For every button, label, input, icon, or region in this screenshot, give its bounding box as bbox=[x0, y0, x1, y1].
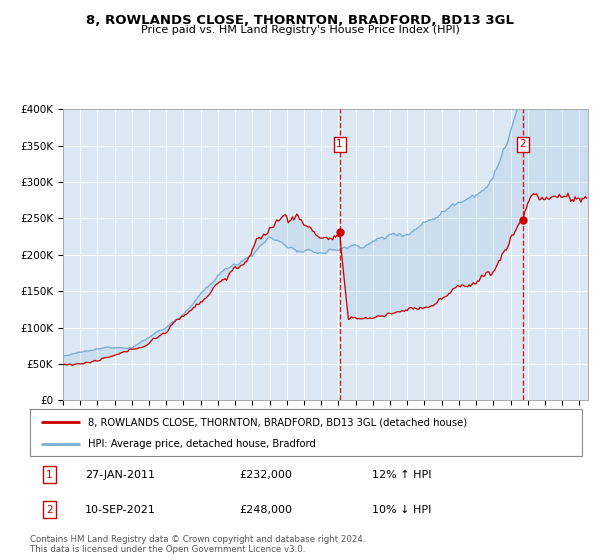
Text: 1: 1 bbox=[337, 139, 343, 149]
Text: 27-JAN-2011: 27-JAN-2011 bbox=[85, 470, 155, 479]
Text: Contains HM Land Registry data © Crown copyright and database right 2024.
This d: Contains HM Land Registry data © Crown c… bbox=[30, 535, 365, 554]
Text: 1: 1 bbox=[46, 470, 53, 479]
Text: 8, ROWLANDS CLOSE, THORNTON, BRADFORD, BD13 3GL (detached house): 8, ROWLANDS CLOSE, THORNTON, BRADFORD, B… bbox=[88, 417, 467, 427]
Text: 10% ↓ HPI: 10% ↓ HPI bbox=[372, 505, 431, 515]
Text: £248,000: £248,000 bbox=[240, 505, 293, 515]
Text: HPI: Average price, detached house, Bradford: HPI: Average price, detached house, Brad… bbox=[88, 439, 316, 449]
Text: 8, ROWLANDS CLOSE, THORNTON, BRADFORD, BD13 3GL: 8, ROWLANDS CLOSE, THORNTON, BRADFORD, B… bbox=[86, 14, 514, 27]
Text: 12% ↑ HPI: 12% ↑ HPI bbox=[372, 470, 432, 479]
Text: 2: 2 bbox=[519, 139, 526, 149]
Text: 2: 2 bbox=[46, 505, 53, 515]
FancyBboxPatch shape bbox=[30, 409, 582, 456]
Text: £232,000: £232,000 bbox=[240, 470, 293, 479]
Text: Price paid vs. HM Land Registry's House Price Index (HPI): Price paid vs. HM Land Registry's House … bbox=[140, 25, 460, 35]
Text: 10-SEP-2021: 10-SEP-2021 bbox=[85, 505, 156, 515]
